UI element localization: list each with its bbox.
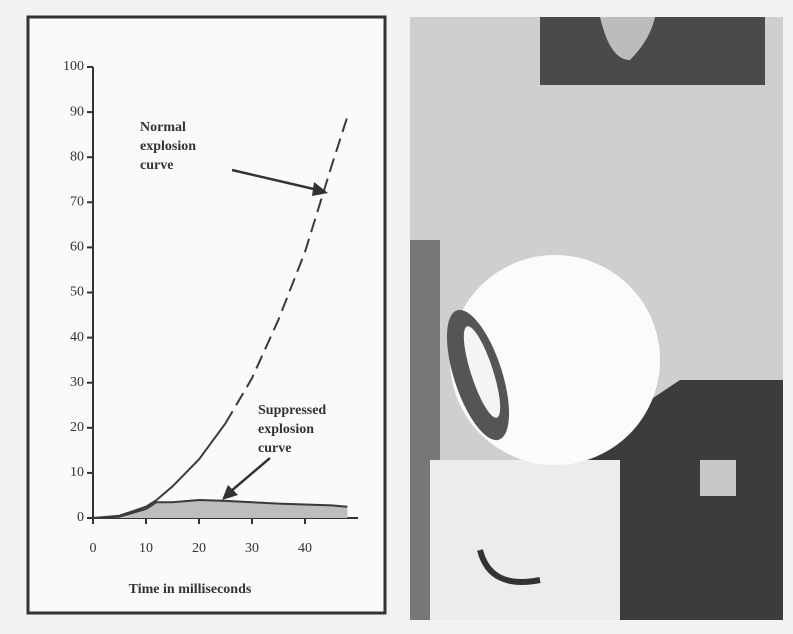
y-tick-label: 0 (77, 510, 84, 525)
annotation: curve (258, 441, 291, 456)
y-tick-label: 40 (70, 330, 84, 345)
x-axis-label: Time in milliseconds (129, 582, 252, 597)
y-tick-label: 50 (70, 285, 84, 300)
y-tick-label: 80 (70, 149, 84, 164)
y-tick-label: 20 (70, 420, 84, 435)
y-tick-label: 70 (70, 195, 84, 210)
x-tick-label: 30 (245, 541, 259, 556)
x-tick-label: 40 (298, 541, 312, 556)
x-tick-label: 10 (139, 541, 153, 556)
y-tick-label: 60 (70, 240, 84, 255)
photo (410, 17, 783, 620)
photo-dark-top (540, 17, 765, 85)
annotation: Normal (140, 120, 186, 135)
photo-square (700, 460, 736, 496)
y-tick-label: 100 (63, 59, 84, 74)
x-tick-label: 20 (192, 541, 206, 556)
photo-box (430, 460, 620, 620)
figure: 0 10 20 30 40 50 60 70 80 90 100 0 10 20 30 40 Time in m… (0, 0, 793, 634)
x-tick-label: 0 (90, 541, 97, 556)
y-tick-label: 30 (70, 375, 84, 390)
annotation: explosion (140, 139, 196, 154)
annotation: explosion (258, 422, 314, 437)
annotation: curve (140, 158, 173, 173)
y-tick-label: 90 (70, 104, 84, 119)
annotation: Suppressed (258, 403, 326, 418)
y-tick-label: 10 (70, 465, 84, 480)
